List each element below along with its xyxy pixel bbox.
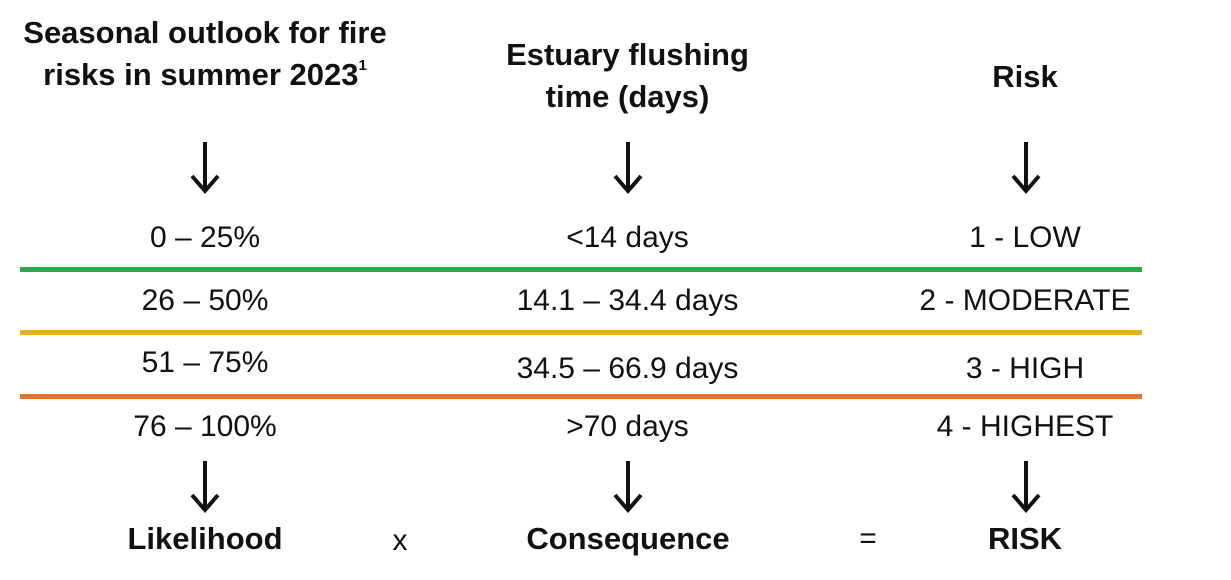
likelihood-cell: 26 – 50% <box>141 284 269 317</box>
consequence-header: Estuary flushing time (days) <box>470 34 785 118</box>
high-highest-separator <box>20 394 1142 399</box>
arrow-down-icon <box>1011 461 1041 514</box>
risk-cell: 4 - HIGHEST <box>936 410 1114 443</box>
risk-cell: 1 - LOW <box>969 221 1081 254</box>
equals-operator: = <box>859 522 877 555</box>
consequence-cell: >70 days <box>566 410 689 443</box>
consequence-cell: 34.5 – 66.9 days <box>516 352 739 385</box>
arrow-down-icon <box>613 461 643 514</box>
likelihood-label: Likelihood <box>127 521 283 556</box>
likelihood-cell: 51 – 75% <box>141 346 269 379</box>
multiply-operator: x <box>392 524 408 557</box>
consequence-cell: 14.1 – 34.4 days <box>516 284 739 317</box>
risk-cell: 3 - HIGH <box>965 352 1085 385</box>
likelihood-header: Seasonal outlook for fire risks in summe… <box>10 12 400 96</box>
risk-label: RISK <box>987 521 1063 556</box>
arrow-down-icon <box>190 461 220 514</box>
consequence-cell: <14 days <box>566 221 689 254</box>
risk-header: Risk <box>925 56 1125 98</box>
low-moderate-separator <box>20 267 1142 272</box>
likelihood-cell: 76 – 100% <box>133 410 277 443</box>
likelihood-header-text: Seasonal outlook for fire risks in summe… <box>23 15 387 92</box>
arrow-down-icon <box>1011 142 1041 195</box>
consequence-header-text: Estuary flushing time (days) <box>506 37 749 114</box>
likelihood-cell: 0 – 25% <box>149 221 261 254</box>
arrow-down-icon <box>613 142 643 195</box>
risk-header-text: Risk <box>992 59 1058 94</box>
risk-cell: 2 - MODERATE <box>919 284 1131 317</box>
consequence-label: Consequence <box>526 521 730 556</box>
moderate-high-separator <box>20 330 1142 335</box>
arrow-down-icon <box>190 142 220 195</box>
footnote-marker: 1 <box>358 57 367 74</box>
